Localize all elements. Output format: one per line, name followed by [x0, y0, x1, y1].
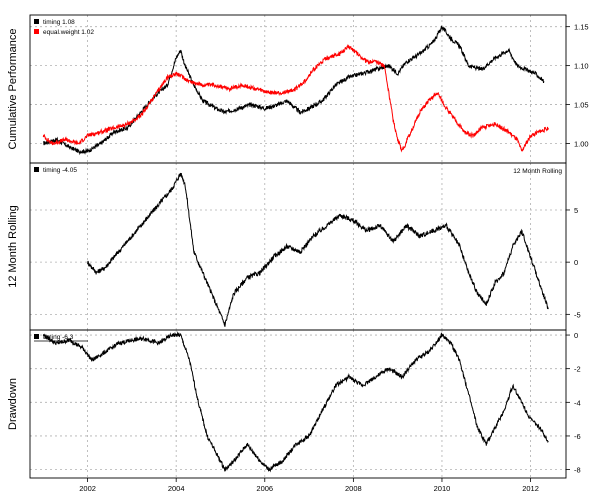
panel-2: -5 0 5 timing -4.05 12 Month Rolling 12 Month…: [7, 163, 581, 330]
x-tick-label: 2008: [345, 484, 362, 493]
y-axis-label: Cumulative Performance: [7, 28, 19, 149]
y-tick-label: 1.00: [574, 140, 589, 149]
y-tick-label: 0: [574, 331, 578, 340]
y-tick-label: -5: [574, 310, 581, 319]
x-tick-label: 2012: [522, 484, 539, 493]
y-tick-label: 1.05: [574, 101, 589, 110]
legend-label: timing -4.05: [43, 167, 77, 174]
panel-annotation: 12 Month Rolling: [513, 168, 562, 175]
panel-3: -8 -6 -4 -2 0 timing -6.3 Drawdown: [7, 330, 581, 478]
series-line-red: [42, 43, 549, 153]
x-tick-label: 2010: [434, 484, 451, 493]
x-tick-label: 2004: [168, 484, 185, 493]
y-tick-label: 0: [574, 258, 578, 267]
series-line-black: [43, 25, 545, 156]
legend-swatch: [34, 334, 39, 339]
x-tick-label: 2002: [79, 484, 96, 493]
panel-frame: [29, 14, 567, 164]
legend-label: timing -6.3: [43, 334, 74, 341]
series-line-black: [42, 331, 549, 473]
panel-frame: [29, 329, 567, 479]
y-tick-label: -4: [574, 398, 581, 407]
legend-label: timing 1.08: [43, 19, 75, 26]
y-axis-label: Drawdown: [7, 378, 19, 430]
legend-swatch: [34, 29, 39, 34]
series-line-black: [87, 172, 549, 327]
y-tick-label: -8: [574, 466, 581, 475]
y-tick-label: 1.15: [574, 23, 589, 32]
y-axis-label: 12 Month Rolling: [7, 205, 19, 288]
x-tick-label: 2006: [256, 484, 273, 493]
y-tick-label: -2: [574, 365, 581, 374]
y-tick-label: 1.10: [574, 62, 589, 71]
legend-label: equal.weight 1.02: [43, 29, 94, 36]
panel-frame: [29, 162, 567, 331]
legend-swatch: [34, 19, 39, 24]
y-tick-label: 5: [574, 206, 578, 215]
legend-swatch: [34, 167, 39, 172]
y-tick-label: -6: [574, 432, 581, 441]
panel-1: 1.00 1.05 1.10 1.15 timing 1.08 equal.weight …: [7, 15, 589, 163]
